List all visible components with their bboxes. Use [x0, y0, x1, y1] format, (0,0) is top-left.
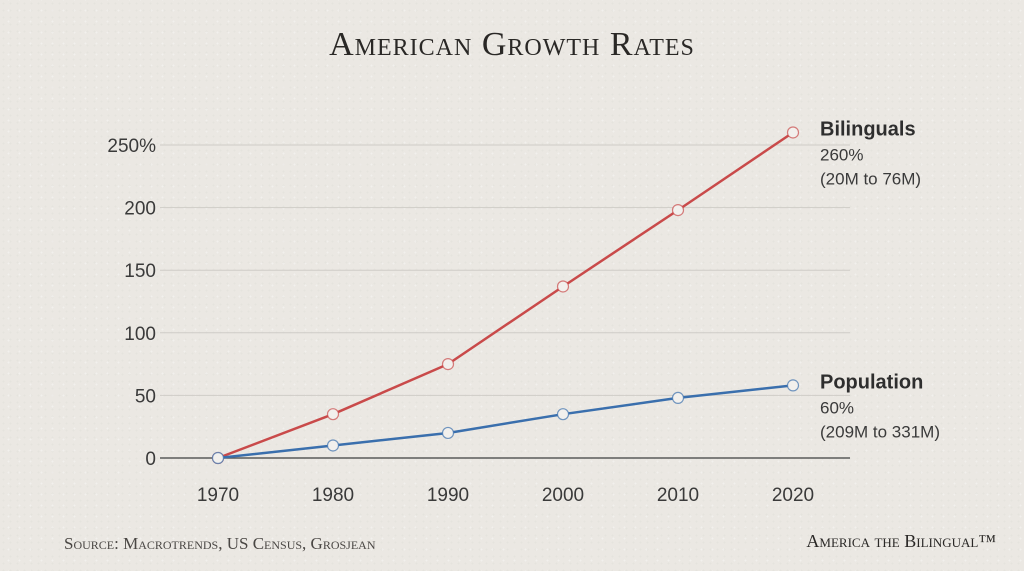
bilinguals-point — [326, 408, 340, 421]
population-label: Population — [820, 371, 923, 393]
y-tick-label: 250% — [107, 136, 156, 157]
y-tick-label: 100 — [124, 324, 156, 345]
population-point — [671, 391, 685, 405]
y-tick-label: 200 — [124, 199, 156, 220]
population-line — [217, 384, 794, 460]
population-annotation: 60% — [820, 398, 854, 417]
y-tick-label: 50 — [135, 386, 156, 407]
y-tick-label: 150 — [124, 261, 156, 282]
population-point — [211, 451, 225, 465]
bilinguals-annotation: 260% — [820, 145, 863, 164]
population-point — [441, 426, 455, 440]
chart-title: American Growth Rates — [329, 26, 695, 63]
bilinguals-line — [217, 131, 794, 460]
bilinguals-point — [556, 280, 570, 293]
x-tick-label: 2010 — [657, 485, 699, 506]
brand-mark: America the Bilingual™ — [806, 531, 996, 551]
x-tick-label: 1980 — [312, 485, 354, 506]
x-tick-label: 2020 — [772, 485, 814, 506]
population-annotation: (209M to 331M) — [820, 422, 940, 441]
source-note: Source: Macrotrends, US Census, Grosjean — [64, 534, 376, 553]
x-tick-label: 2000 — [542, 485, 584, 506]
bilinguals-point — [786, 126, 800, 139]
population-point — [326, 439, 340, 452]
y-tick-label: 0 — [145, 449, 156, 470]
bilinguals-point — [441, 358, 455, 371]
bilinguals-label: Bilinguals — [820, 118, 916, 140]
x-tick-label: 1990 — [427, 485, 469, 506]
bilinguals-point — [671, 204, 685, 217]
population-point — [556, 408, 570, 421]
population-point — [786, 379, 800, 392]
x-tick-label: 1970 — [197, 485, 239, 506]
bilinguals-annotation: (20M to 76M) — [820, 169, 921, 188]
